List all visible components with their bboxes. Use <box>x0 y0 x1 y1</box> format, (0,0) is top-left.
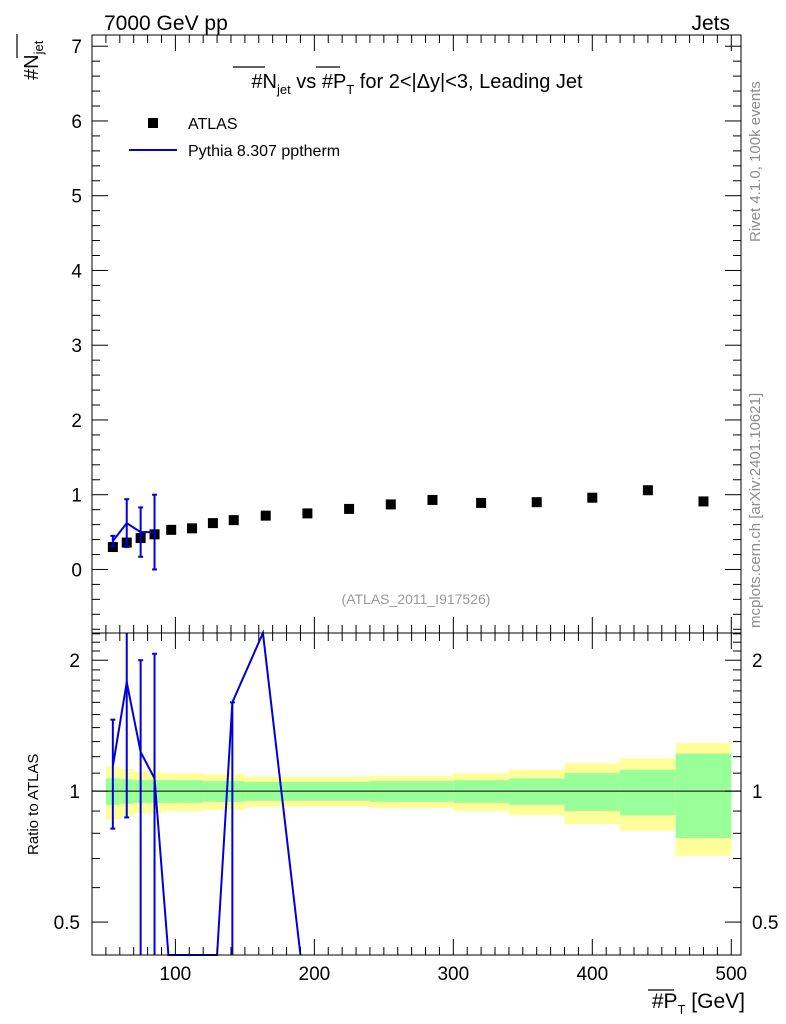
y-tick-label-3: 3 <box>71 336 82 357</box>
data-point-7 <box>228 515 239 526</box>
ratio-band-inner-10 <box>620 769 676 816</box>
chart-title: #Njet vs #PT for 2<|Δy|<3, Leading Jet <box>251 71 583 97</box>
header-left: 7000 GeV pp <box>104 12 228 35</box>
ratio-tick-label-left-2: 2 <box>69 651 80 672</box>
data-point-13 <box>476 497 487 508</box>
side-label-bottom: mcplots.cern.ch [arXiv:2401.10621] <box>747 393 764 628</box>
mc-line <box>112 521 155 542</box>
y-tick-label-0: 0 <box>71 560 82 581</box>
data-point-11 <box>385 499 396 510</box>
y-tick-label-1: 1 <box>71 486 82 507</box>
x-tick-label-200: 200 <box>299 964 331 985</box>
x-tick-label-500: 500 <box>715 964 747 985</box>
data-point-6 <box>207 518 218 529</box>
ratio-panel-frame <box>91 632 742 956</box>
ratio-band-inner-11 <box>675 753 732 839</box>
ratio-band-inner-9 <box>564 773 621 812</box>
data-point-14 <box>531 497 542 508</box>
x-tick-label-300: 300 <box>437 964 469 985</box>
legend-data-label: ATLAS <box>188 116 238 133</box>
ratio-tick-label-right-0.5: 0.5 <box>752 913 778 934</box>
data-point-17 <box>698 496 709 507</box>
y-axis-label: #Njet <box>21 40 46 80</box>
x-axis-label: #PT [GeV] <box>652 990 745 1017</box>
data-point-12 <box>427 494 438 505</box>
data-point-8 <box>260 510 271 521</box>
main-panel-marks <box>107 485 709 571</box>
ratio-tick-label-left-1: 1 <box>69 782 80 803</box>
x-tick-label-100: 100 <box>160 964 192 985</box>
ratio-tick-label-left-0.5: 0.5 <box>54 913 80 934</box>
data-point-16 <box>642 485 653 496</box>
data-point-4 <box>166 524 177 535</box>
data-point-10 <box>344 503 355 514</box>
ratio-y-label: Ratio to ATLAS <box>25 754 42 855</box>
header-right: Jets <box>691 12 730 35</box>
side-label-top: Rivet 4.1.0, 100k events <box>747 81 764 242</box>
y-tick-label-6: 6 <box>71 112 82 133</box>
data-point-5 <box>187 523 198 534</box>
ratio-tick-label-right-2: 2 <box>752 651 763 672</box>
y-tick-label-5: 5 <box>71 187 82 208</box>
y-tick-label-2: 2 <box>71 411 82 432</box>
data-point-9 <box>302 508 313 519</box>
ratio-band-layer <box>92 743 741 856</box>
analysis-id: (ATLAS_2011_I917526) <box>342 591 491 607</box>
x-tick-label-400: 400 <box>576 964 608 985</box>
y-tick-label-4: 4 <box>71 261 82 282</box>
data-point-15 <box>587 492 598 503</box>
ratio-tick-label-right-1: 1 <box>752 782 763 803</box>
axis-ticks: 100 200 300 400 500 0 1 2 3 4 5 6 7 0.5 0.5 1 1 2 2 <box>54 35 778 985</box>
y-tick-label-7: 7 <box>71 37 82 58</box>
legend-data-marker <box>148 118 158 128</box>
legend-mc-label: Pythia 8.307 pptherm <box>188 143 340 160</box>
